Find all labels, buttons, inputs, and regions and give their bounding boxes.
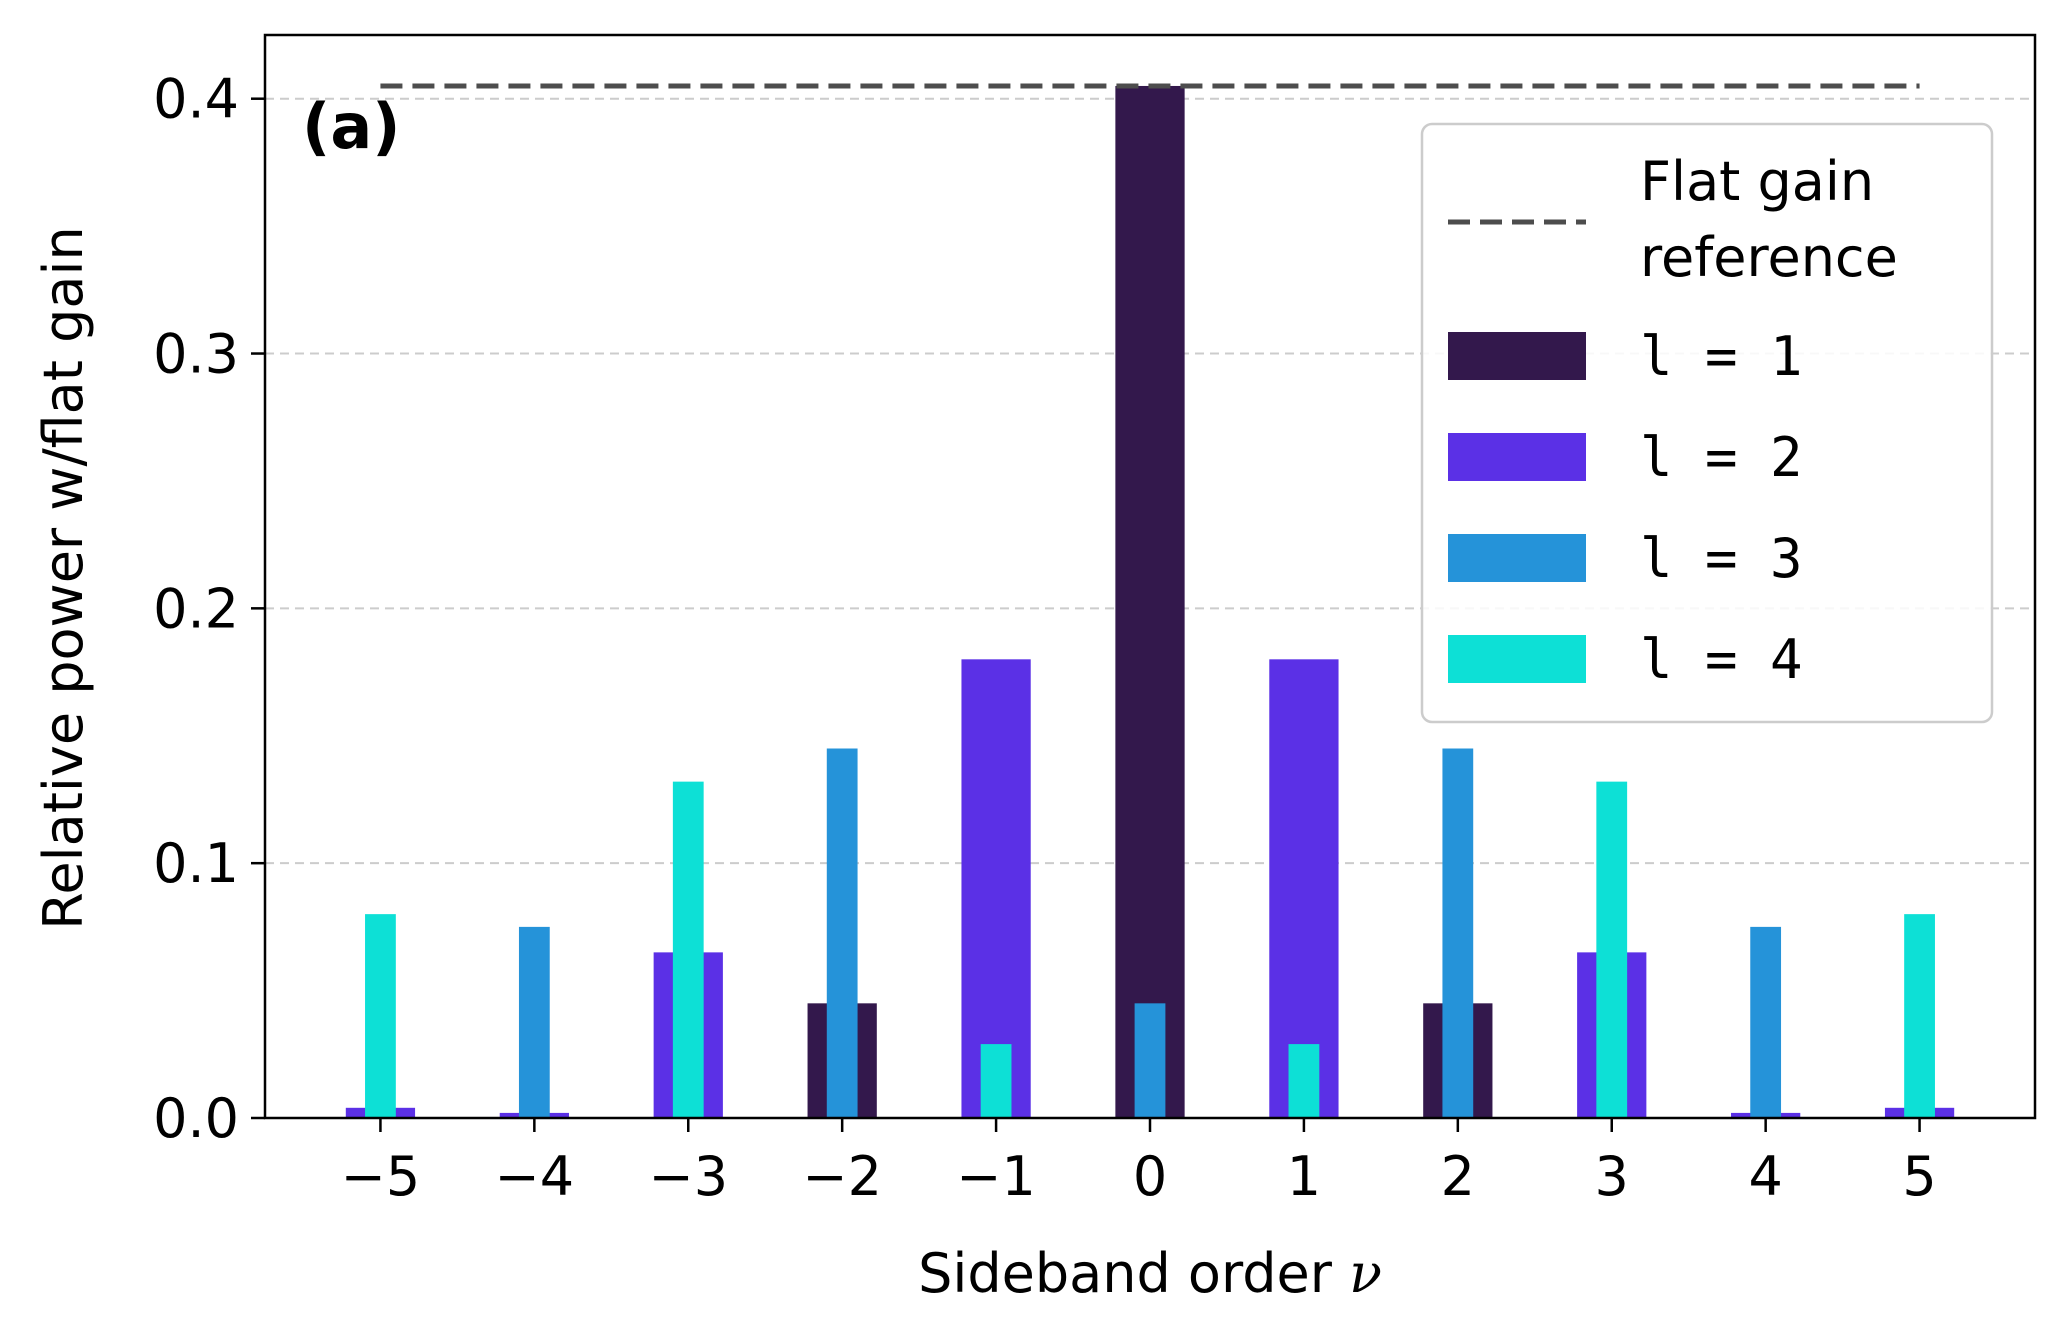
legend-reference-label-line2: reference	[1640, 226, 1898, 289]
legend-label: l = 2	[1640, 426, 1803, 489]
bar-l-4	[1596, 781, 1628, 1118]
legend-reference-label-line1: Flat gain	[1640, 150, 1874, 213]
x-tick-label: −5	[341, 1145, 421, 1208]
bar-l-4	[980, 1044, 1012, 1118]
x-tick-label: −4	[495, 1145, 575, 1208]
bar-l-3	[1442, 748, 1474, 1118]
y-tick-label: 0.0	[153, 1087, 239, 1150]
bar-l-3	[1750, 926, 1782, 1118]
bars	[345, 85, 1955, 1118]
x-axis-title-text: Sideband order	[918, 1242, 1349, 1305]
x-tick-label: −3	[648, 1145, 728, 1208]
legend-swatch	[1448, 534, 1586, 582]
bar-l-3	[826, 748, 858, 1118]
y-axis-title: Relative power w/flat gain	[32, 226, 95, 929]
legend: Flat gain reference l = 1 l = 2 l = 3 l = 4	[1420, 122, 1994, 724]
bar-l-4	[1904, 914, 1935, 1118]
legend-label: l = 3	[1640, 527, 1803, 590]
x-tick-label: 2	[1441, 1145, 1475, 1208]
panel-label: (a)	[302, 90, 401, 163]
y-axis: 0.0 0.1 0.2 0.3 0.4	[153, 68, 265, 1150]
x-tick-label: 5	[1902, 1145, 1936, 1208]
legend-label: l = 1	[1640, 325, 1803, 388]
legend-label: l = 4	[1640, 628, 1803, 691]
bar-l-4	[672, 781, 704, 1118]
y-tick-label: 0.2	[153, 577, 239, 640]
x-tick-label: 0	[1133, 1145, 1167, 1208]
bar-l-3	[518, 926, 550, 1118]
x-axis-title-symbol: ν	[1349, 1242, 1382, 1305]
x-tick-label: −2	[802, 1145, 882, 1208]
bar-l-1	[1115, 85, 1185, 1118]
y-tick-label: 0.1	[153, 832, 239, 895]
x-tick-label: 1	[1287, 1145, 1321, 1208]
bar-l-2	[961, 659, 1031, 1118]
y-tick-label: 0.3	[153, 323, 239, 386]
bar-l-2	[1269, 659, 1339, 1118]
x-axis: −5 −4 −3 −2 −1 0 1 2 3 4 5	[341, 1118, 1937, 1208]
bar-l-4	[1288, 1044, 1320, 1118]
bar-l-4	[365, 914, 396, 1118]
legend-swatch	[1448, 332, 1586, 380]
x-tick-label: 4	[1748, 1145, 1782, 1208]
bar-l-3	[1134, 1003, 1166, 1118]
y-tick-label: 0.4	[153, 68, 239, 131]
x-tick-label: −1	[956, 1145, 1036, 1208]
legend-reference-label: Flat gain reference	[1640, 150, 1898, 289]
legend-swatch	[1448, 635, 1586, 683]
legend-swatch	[1448, 433, 1586, 481]
x-axis-title: Sideband order ν	[918, 1242, 1382, 1305]
x-tick-label: 3	[1595, 1145, 1629, 1208]
legend-series-entries: l = 1 l = 2 l = 3 l = 4	[1448, 325, 1803, 691]
